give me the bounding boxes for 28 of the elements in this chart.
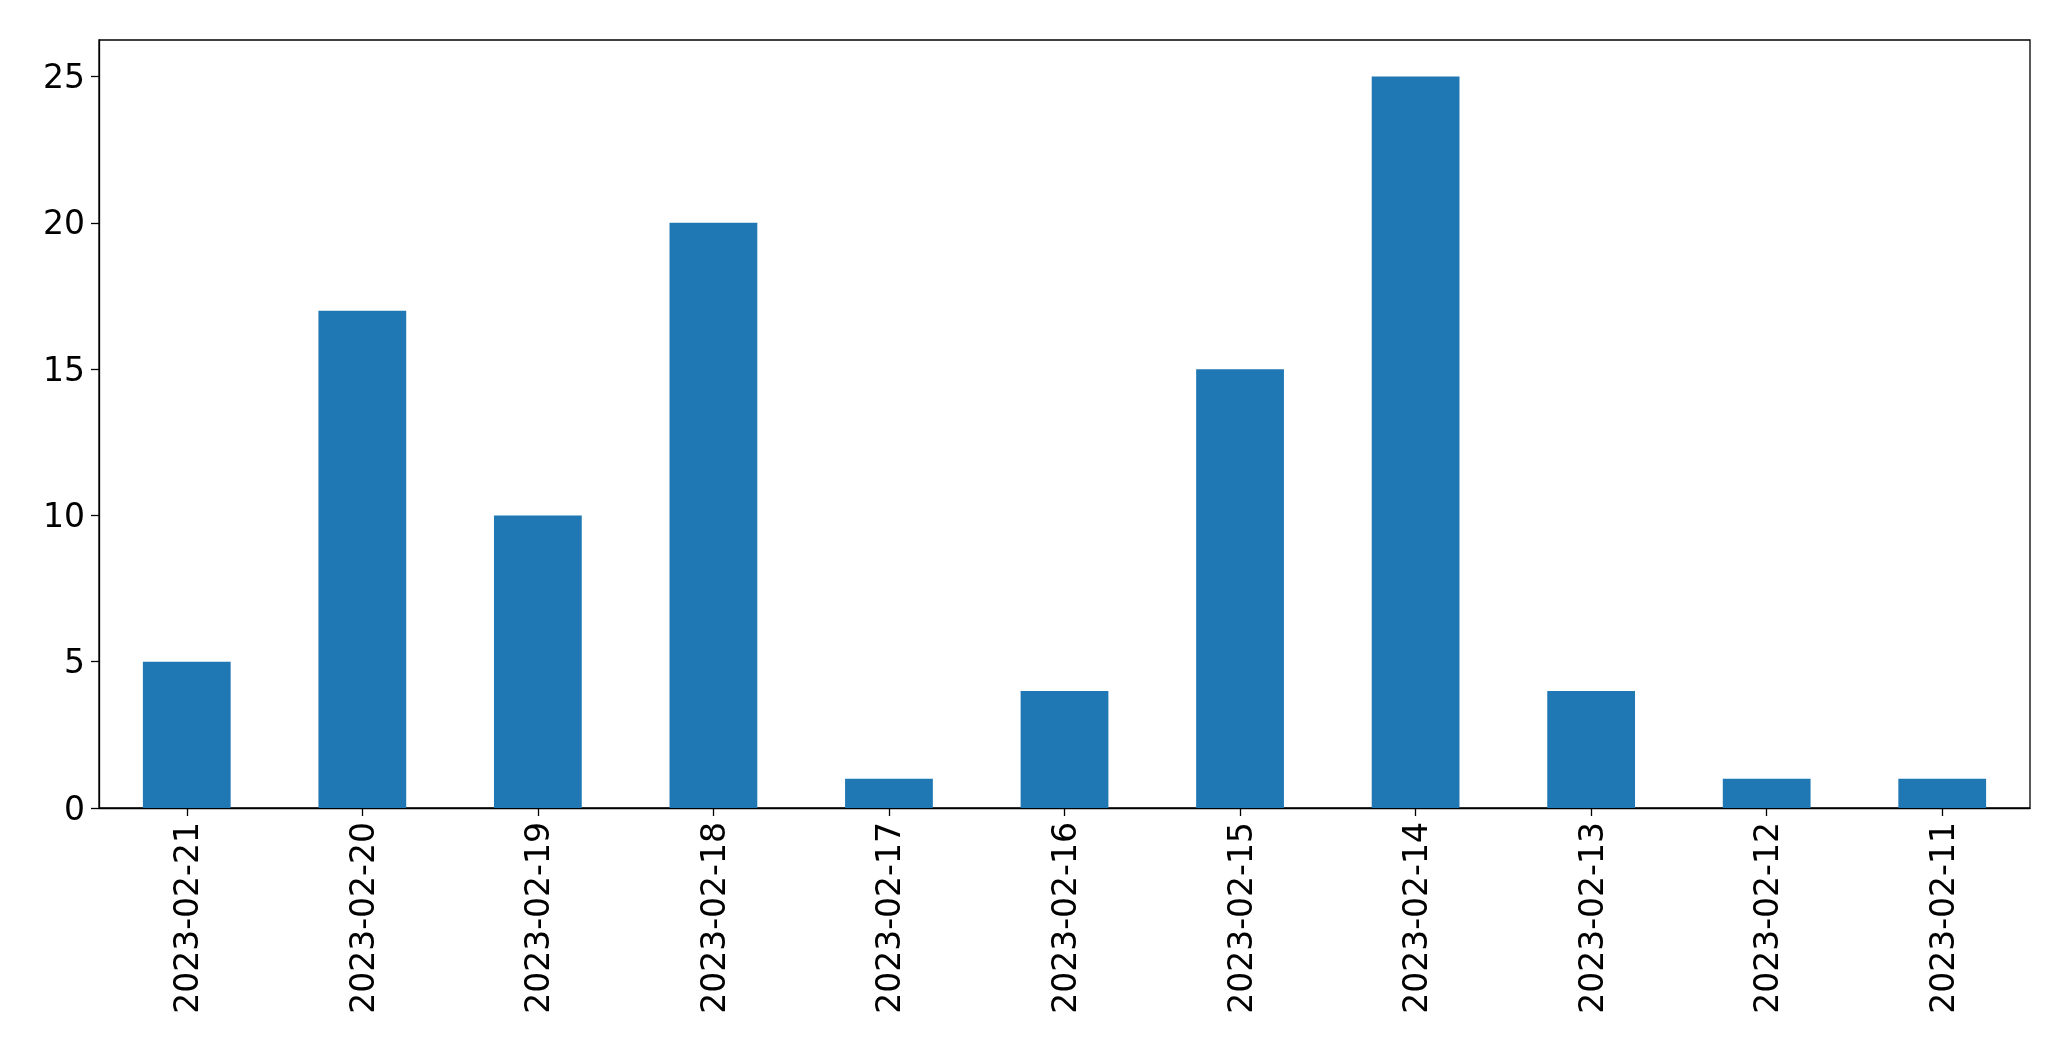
y-tick-label: 15 — [43, 349, 85, 389]
bar — [669, 222, 758, 808]
bar — [1020, 690, 1109, 808]
bar — [1196, 369, 1284, 808]
x-tick-label: 2023-02-12 — [1747, 822, 1787, 1014]
x-tick-label: 2023-02-11 — [1922, 822, 1962, 1014]
x-tick-label: 2023-02-14 — [1396, 822, 1436, 1014]
bar — [1371, 76, 1460, 808]
x-tick-label: 2023-02-21 — [167, 822, 207, 1014]
bar — [318, 310, 407, 808]
x-tick-label: 2023-02-15 — [1220, 822, 1260, 1014]
bar — [493, 515, 582, 808]
bar — [1898, 778, 1987, 808]
bar — [1722, 778, 1811, 808]
bar — [142, 661, 231, 808]
x-tick-label: 2023-02-18 — [693, 822, 733, 1014]
y-tick-label: 25 — [43, 57, 85, 97]
y-tick-label: 0 — [64, 788, 85, 828]
x-tick-label: 2023-02-19 — [518, 822, 558, 1014]
x-tick-label: 2023-02-17 — [869, 822, 909, 1014]
bar — [1547, 690, 1636, 808]
y-tick-label: 5 — [64, 642, 85, 682]
y-tick-label: 10 — [43, 495, 85, 535]
x-tick-label: 2023-02-13 — [1571, 822, 1611, 1014]
y-tick-label: 20 — [43, 203, 85, 243]
x-tick-label: 2023-02-20 — [342, 822, 382, 1014]
bar — [845, 778, 933, 808]
x-tick-label: 2023-02-16 — [1045, 822, 1084, 1014]
